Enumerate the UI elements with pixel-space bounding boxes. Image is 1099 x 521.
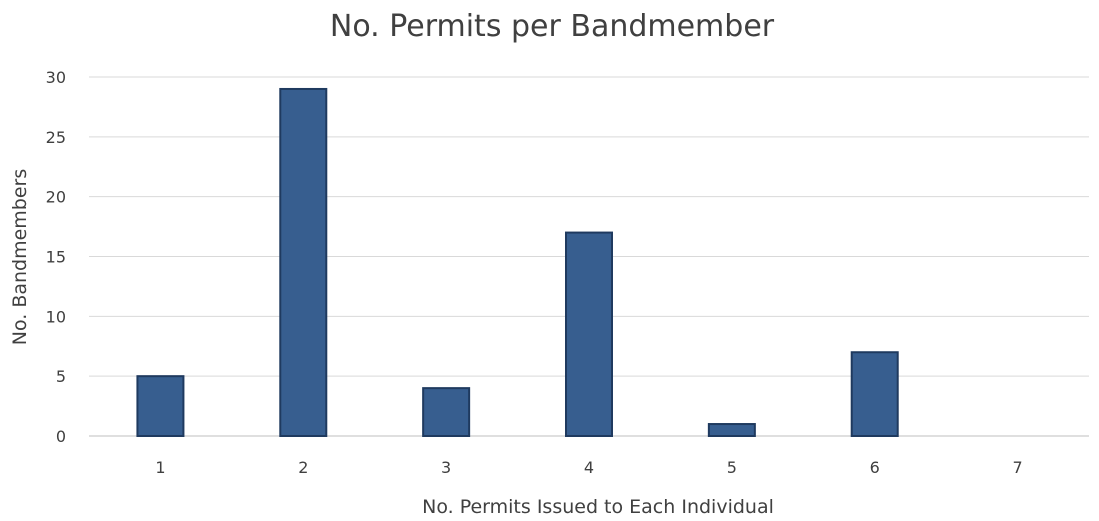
bar-2: [279, 87, 328, 437]
y-tick-label: 10: [46, 307, 66, 326]
y-tick-label: 0: [56, 427, 66, 446]
y-tick-label: 15: [46, 248, 66, 267]
bar-4: [565, 231, 613, 437]
chart-title: No. Permits per Bandmember: [330, 9, 775, 44]
y-axis-title: No. Bandmembers: [9, 169, 31, 346]
y-tick-label: 25: [46, 128, 66, 147]
x-tick-label: 3: [441, 458, 451, 477]
bar-3: [422, 387, 471, 437]
x-tick-label: 6: [870, 458, 880, 477]
bar-5: [707, 423, 756, 437]
bar-1: [136, 375, 185, 437]
y-tick-label: 5: [56, 367, 66, 386]
y-tick-label: 30: [46, 68, 66, 87]
x-tick-label: 4: [584, 458, 594, 477]
x-tick-label: 1: [155, 458, 165, 477]
x-axis-title: No. Permits Issued to Each Individual: [422, 496, 774, 518]
x-tick-label: 5: [727, 458, 737, 477]
bars: [136, 87, 899, 438]
x-tick-label: 7: [1012, 458, 1022, 477]
x-tick-labels: 1 2 3 4 5 6 7: [155, 458, 1022, 477]
bar-6: [850, 351, 899, 438]
y-tick-label: 20: [46, 188, 66, 207]
x-tick-label: 2: [298, 458, 308, 477]
y-tick-labels: 0 5 10 15 20 25 30: [46, 68, 66, 446]
